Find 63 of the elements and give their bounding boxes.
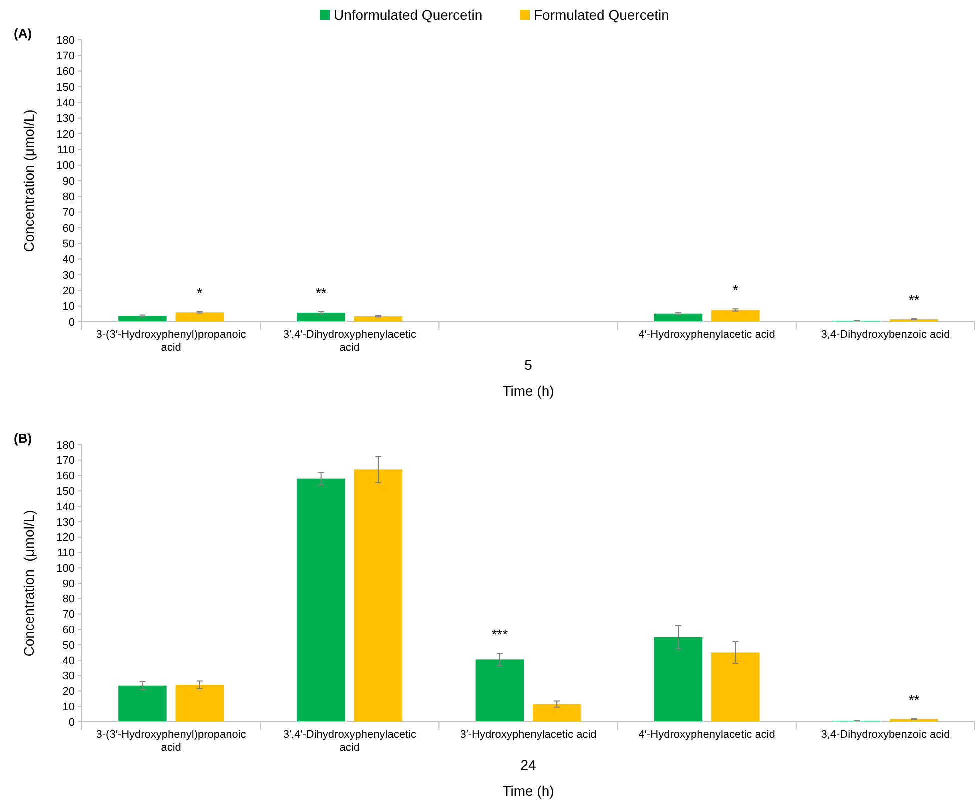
x-axis-title: Time (h) <box>502 383 554 399</box>
y-axis-title: Concentration (μmol/L) <box>21 110 37 252</box>
y-tick-label: 110 <box>57 548 75 560</box>
y-tick-label: 80 <box>62 192 75 204</box>
y-tick-label: 100 <box>56 160 75 172</box>
x-tick-label: 3-(3′-Hydroxyphenyl)propanoic acid <box>96 329 247 354</box>
y-tick-label: 20 <box>62 686 75 698</box>
y-tick-label: 10 <box>62 301 75 314</box>
y-tick-label: 130 <box>56 113 75 126</box>
y-tick-label: 40 <box>62 254 75 266</box>
y-axis-title: Concentration (μmol/L) <box>21 510 37 657</box>
x-tick-label: 4′-Hydroxyphenylacetic acid <box>638 729 776 741</box>
y-tick-label: 40 <box>62 655 75 668</box>
x-tick-label: 4′-Hydroxyphenylacetic acid <box>638 329 776 341</box>
y-tick-label: 70 <box>62 207 75 220</box>
y-tick-label: 150 <box>56 486 75 498</box>
y-tick-label: 60 <box>62 222 75 235</box>
y-tick-label: 140 <box>56 98 75 110</box>
y-tick-label: 30 <box>62 670 75 683</box>
y-tick-label: 180 <box>56 440 75 452</box>
y-tick-label: 50 <box>62 640 75 652</box>
y-tick-label: 160 <box>56 66 75 78</box>
y-tick-label: 170 <box>56 455 75 468</box>
y-tick-label: 100 <box>56 562 75 575</box>
y-tick-label: 90 <box>62 578 75 590</box>
y-tick-label: 120 <box>56 128 75 141</box>
x-tick-label: 3,4-Dihydroxybenzoic acid <box>821 729 950 741</box>
y-tick-label: 70 <box>62 609 75 622</box>
y-tick-label: 140 <box>56 501 75 514</box>
chart-title: (B) <box>14 431 32 446</box>
legend-label: Formulated Quercetin <box>534 7 670 23</box>
x-tick-label: 3,4-Dihydroxybenzoic acid <box>821 329 950 341</box>
x-axis-title: Time (h) <box>502 783 554 799</box>
annotation: ** <box>908 292 920 308</box>
annotation: * <box>197 284 204 301</box>
annotation: *** <box>492 626 509 643</box>
x-tick-label: 3′,4′-Dihydroxyphenylacetic acid <box>283 729 417 754</box>
y-tick-label: 130 <box>56 516 75 529</box>
y-tick-label: 60 <box>62 624 75 637</box>
y-tick-label: 50 <box>62 238 75 251</box>
text: 5 <box>524 357 533 373</box>
x-tick-label: 3-(3′-Hydroxyphenyl)propanoic acid <box>96 729 247 754</box>
chart-title: (A) <box>14 26 32 41</box>
y-tick-label: 170 <box>56 50 75 63</box>
y-tick-label: 110 <box>57 144 75 157</box>
annotation: * <box>732 282 739 298</box>
y-tick-label: 120 <box>56 532 75 544</box>
legend-label: Unformulated Quercetin <box>334 7 483 23</box>
y-tick-label: 0 <box>68 716 75 729</box>
y-tick-label: 80 <box>62 594 75 606</box>
y-tick-label: 0 <box>68 316 75 329</box>
x-tick-label: 3′,4′-Dihydroxyphenylacetic acid <box>283 329 417 354</box>
y-tick-label: 180 <box>56 34 75 47</box>
y-tick-label: 160 <box>56 470 75 483</box>
y-tick-label: 10 <box>62 701 75 714</box>
y-tick-label: 20 <box>62 286 75 298</box>
x-tick-label: 3′-Hydroxyphenylacetic acid <box>460 729 597 741</box>
annotation: ** <box>908 692 920 708</box>
annotation: ** <box>316 284 328 301</box>
y-tick-label: 30 <box>62 270 75 282</box>
y-tick-label: 150 <box>56 82 75 94</box>
text: 24 <box>520 757 536 773</box>
y-tick-label: 90 <box>62 176 75 188</box>
